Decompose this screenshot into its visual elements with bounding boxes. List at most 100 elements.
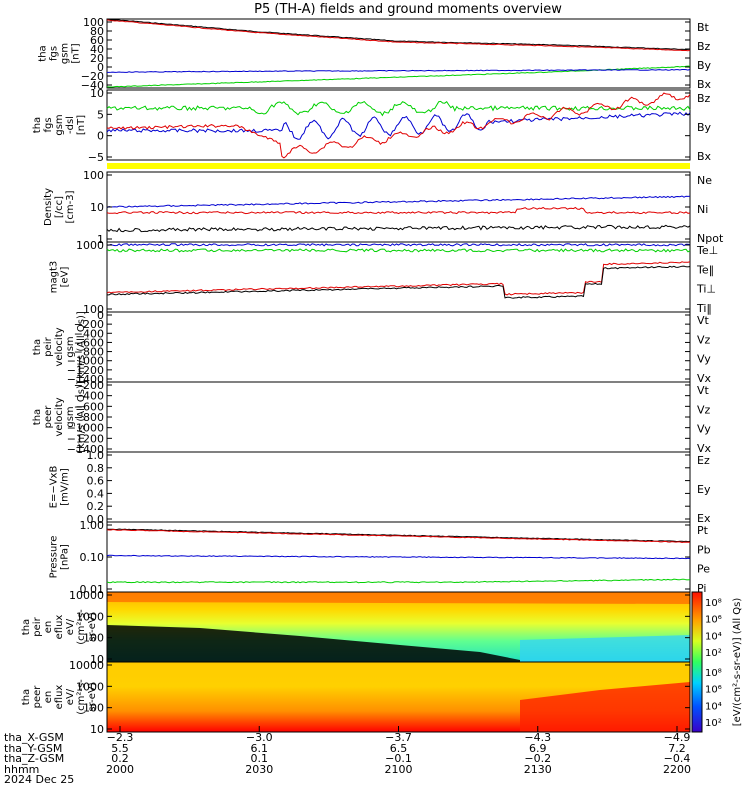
y-axis-label: tha xyxy=(32,409,43,425)
x-axis-value: 2200 xyxy=(663,763,691,776)
y-axis-label: fgs xyxy=(43,117,54,132)
x-axis-value: 5.5 xyxy=(111,742,129,755)
y-axis-label: [cm-3] xyxy=(65,190,76,223)
spectrogram-peer-hot xyxy=(520,682,690,732)
y-tick-label: 0.6 xyxy=(87,475,105,488)
y-axis-label: sr-eV) xyxy=(87,682,98,711)
series-fgs-bz xyxy=(106,19,691,52)
y-tick-label: −800 xyxy=(74,346,104,359)
y-tick-label: 10 xyxy=(90,201,104,214)
x-axis-row-label: tha_Y-GSM xyxy=(4,742,62,755)
y-axis-label: [nT] xyxy=(71,43,82,63)
frame-density xyxy=(106,171,691,243)
y-axis-label: tha xyxy=(38,45,49,61)
y-axis-label: velocity xyxy=(54,397,65,436)
x-axis-value: 0.1 xyxy=(251,752,269,765)
y-tick-label: 1000 xyxy=(76,239,104,252)
colorbar-tick-label: 10⁴ xyxy=(705,631,722,642)
legend-label: Ni xyxy=(697,203,708,216)
legend-label: Vy xyxy=(697,353,711,366)
series-dsl-by xyxy=(106,100,691,117)
colorbar-tick-label: 10² xyxy=(705,648,722,659)
legend-label: Te‖ xyxy=(696,263,714,276)
y-tick-label: 1000 xyxy=(76,610,104,623)
y-axis-label: fgs xyxy=(49,46,60,61)
x-axis-row-label: tha_X-GSM xyxy=(4,731,64,744)
x-axis-value: 0.2 xyxy=(111,752,129,765)
y-axis-label: tha xyxy=(21,689,32,705)
y-tick-label: 0.0 xyxy=(87,513,105,526)
y-tick-label: −1200 xyxy=(67,432,104,445)
x-axis-row-label: tha_Z-GSM xyxy=(4,752,64,765)
frame-fgs xyxy=(106,18,691,89)
legend-label: By xyxy=(697,59,712,72)
legend-label: Bx xyxy=(697,150,712,163)
y-tick-label: 0.01 xyxy=(80,583,105,596)
y-axis-label: gsm xyxy=(65,336,76,357)
y-tick-label: −40 xyxy=(81,79,104,92)
x-axis-value: −3.7 xyxy=(385,731,412,744)
x-axis-value: 2130 xyxy=(524,763,552,776)
y-tick-label: 10000 xyxy=(69,589,104,602)
y-axis-label: peer xyxy=(32,685,43,709)
y-axis-label: tha xyxy=(32,339,43,355)
colorbar-tick-label: 10² xyxy=(705,718,722,729)
y-tick-label: −5 xyxy=(88,151,104,164)
legend-label: Vy xyxy=(697,423,711,436)
y-axis-label: eV/ xyxy=(65,688,76,705)
y-tick-label: −400 xyxy=(74,390,104,403)
y-axis-label: [eV] xyxy=(60,267,71,288)
spectrogram-peir-lowband xyxy=(107,625,520,662)
y-axis-label: [nT] xyxy=(76,115,87,135)
y-axis-label: eV/ xyxy=(65,618,76,635)
y-tick-label: 0.10 xyxy=(80,551,105,564)
frame-efield xyxy=(106,451,691,523)
y-tick-label: −1000 xyxy=(67,422,104,435)
y-tick-label: 1.0 xyxy=(87,449,105,462)
plot-title: P5 (TH-A) fields and ground moments over… xyxy=(254,2,562,17)
x-axis-value: 6.5 xyxy=(390,742,408,755)
y-tick-label: 10 xyxy=(90,87,104,100)
y-tick-label: 0 xyxy=(97,61,104,74)
y-tick-label: 1.00 xyxy=(80,519,105,532)
y-axis-label: [/cc] xyxy=(54,196,65,218)
series-fgs-bt xyxy=(107,19,691,51)
y-tick-label: 0.2 xyxy=(87,500,105,513)
x-axis-value: 2030 xyxy=(245,763,273,776)
x-axis-value: −4.9 xyxy=(664,731,691,744)
series-temp-ti-perp xyxy=(107,243,691,247)
y-axis-label: -dsl xyxy=(65,116,76,134)
y-tick-label: 100 xyxy=(83,632,104,645)
legend-label: Pt xyxy=(697,524,709,537)
y-axis-label: peer xyxy=(43,405,54,429)
spectrogram-peer xyxy=(106,661,691,733)
y-axis-label: [km/s (All Qs)] xyxy=(76,381,87,453)
legend-label: Ey xyxy=(697,483,711,496)
legend-label: Pe xyxy=(697,563,710,576)
y-axis-label: Pressure xyxy=(49,536,60,579)
colorbar-label: [eV/(cm²-s-sr-eV)] (All Qs) xyxy=(732,598,743,727)
colorbar-tick-label: 10⁶ xyxy=(705,615,722,626)
y-tick-label: −200 xyxy=(74,318,104,331)
colorbar-tick-label: 10⁶ xyxy=(705,685,722,696)
y-axis-label: E=−VxB xyxy=(49,466,60,509)
y-tick-label: 0 xyxy=(97,130,104,143)
y-tick-label: 1 xyxy=(97,233,104,246)
x-axis-value: 2000 xyxy=(106,763,134,776)
colorbar-fill xyxy=(691,591,703,733)
legend-label: Bx xyxy=(697,78,712,91)
x-axis-value: 6.9 xyxy=(529,742,547,755)
y-tick-label: 0.4 xyxy=(87,487,105,500)
y-tick-label: −200 xyxy=(74,379,104,392)
spectrogram-peir xyxy=(106,591,691,663)
y-ticks: 100806040200−20−401050−510010110001000−2… xyxy=(67,16,690,736)
series-pressure-pb xyxy=(106,528,691,544)
series-temp-ti-par xyxy=(106,248,691,253)
colorbar-tick-label: 10⁸ xyxy=(705,598,722,609)
x-axis-value: −2.3 xyxy=(107,731,134,744)
y-tick-label: −600 xyxy=(74,336,104,349)
x-axis-row-label: 2024 Dec 25 xyxy=(4,773,74,786)
legend-label: Te⊥ xyxy=(696,244,718,257)
y-axis-label: tha xyxy=(32,117,43,133)
colorbar-tick-label: 10⁴ xyxy=(705,701,722,712)
